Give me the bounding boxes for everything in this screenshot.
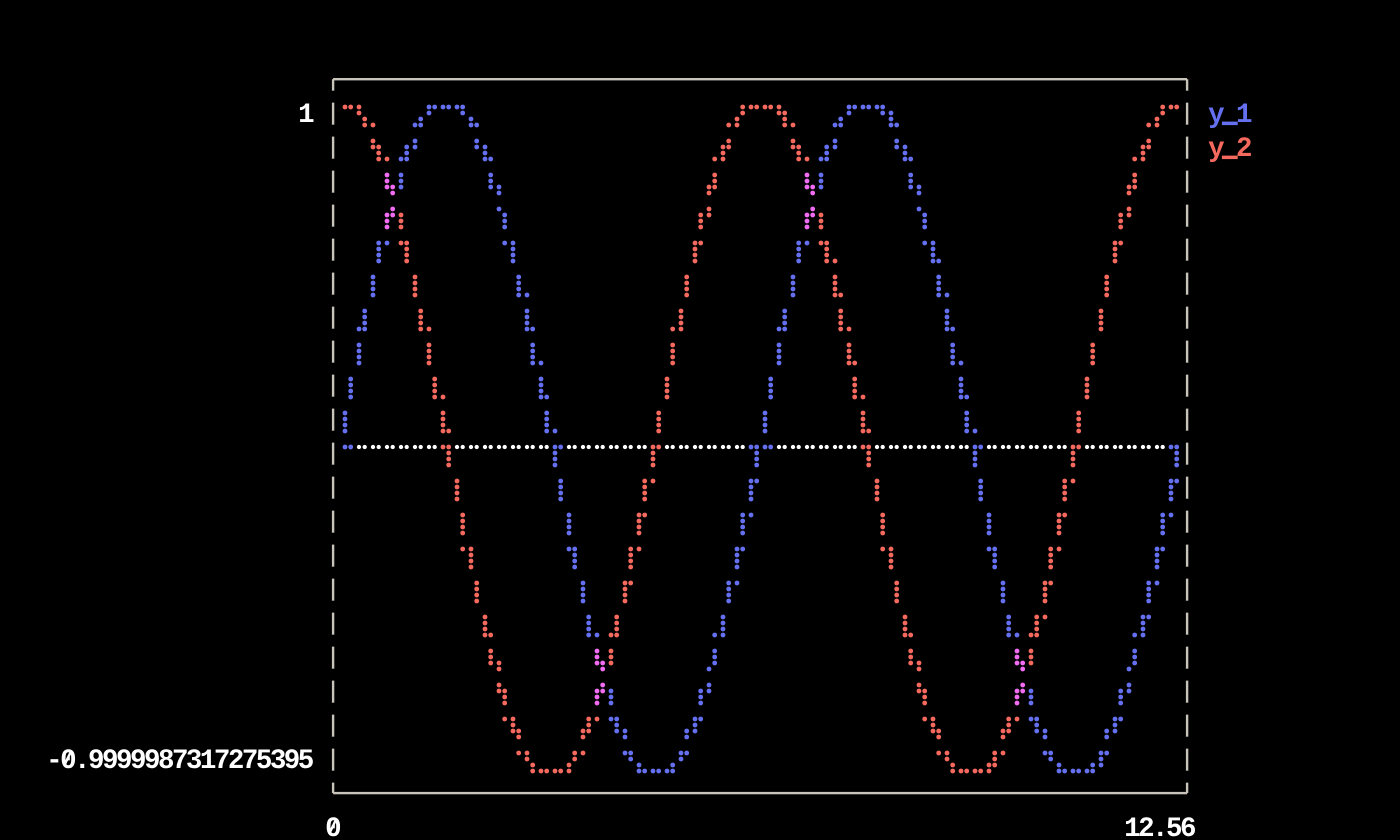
svg-text:1: 1 [298, 100, 314, 131]
svg-text:y 1: y 1 [1208, 100, 1252, 131]
svg-text:12.56: 12.56 [1124, 814, 1195, 840]
svg-text:-0.9999987317275395: -0.9999987317275395 [46, 746, 314, 777]
svg-text:y 2: y 2 [1208, 134, 1251, 165]
